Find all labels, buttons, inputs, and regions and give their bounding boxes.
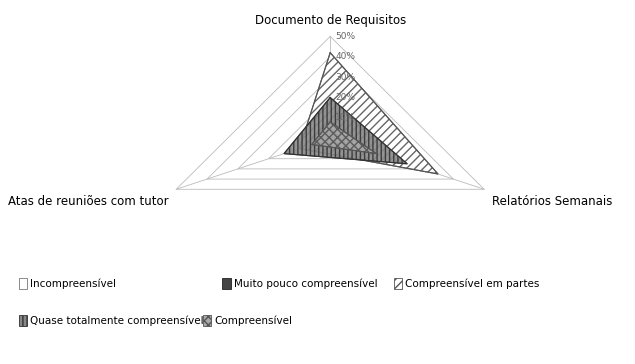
Text: Compreensível em partes: Compreensível em partes (405, 279, 540, 289)
Bar (203, 315, 211, 326)
Polygon shape (300, 53, 438, 174)
Polygon shape (315, 128, 345, 143)
Text: Incompreensível: Incompreensível (30, 279, 116, 289)
Bar (394, 278, 402, 289)
Bar (19, 278, 27, 289)
Text: 30%: 30% (335, 73, 356, 82)
Bar (222, 278, 231, 289)
Text: 50%: 50% (335, 32, 356, 41)
Text: Documento de Requisitos: Documento de Requisitos (255, 14, 406, 27)
Text: 20%: 20% (335, 93, 355, 102)
Text: Compreensível: Compreensível (215, 315, 293, 325)
Text: Muito pouco compreensível: Muito pouco compreensível (234, 279, 377, 289)
Polygon shape (284, 98, 407, 164)
Bar (19, 315, 27, 326)
Text: Atas de reuniões com tutor: Atas de reuniões com tutor (8, 195, 169, 208)
Text: Relatórios Semanais: Relatórios Semanais (491, 195, 612, 208)
Polygon shape (312, 122, 377, 154)
Text: Quase totalmente compreensível: Quase totalmente compreensível (30, 315, 204, 325)
Text: 10%: 10% (335, 114, 356, 122)
Text: 40%: 40% (335, 52, 355, 61)
